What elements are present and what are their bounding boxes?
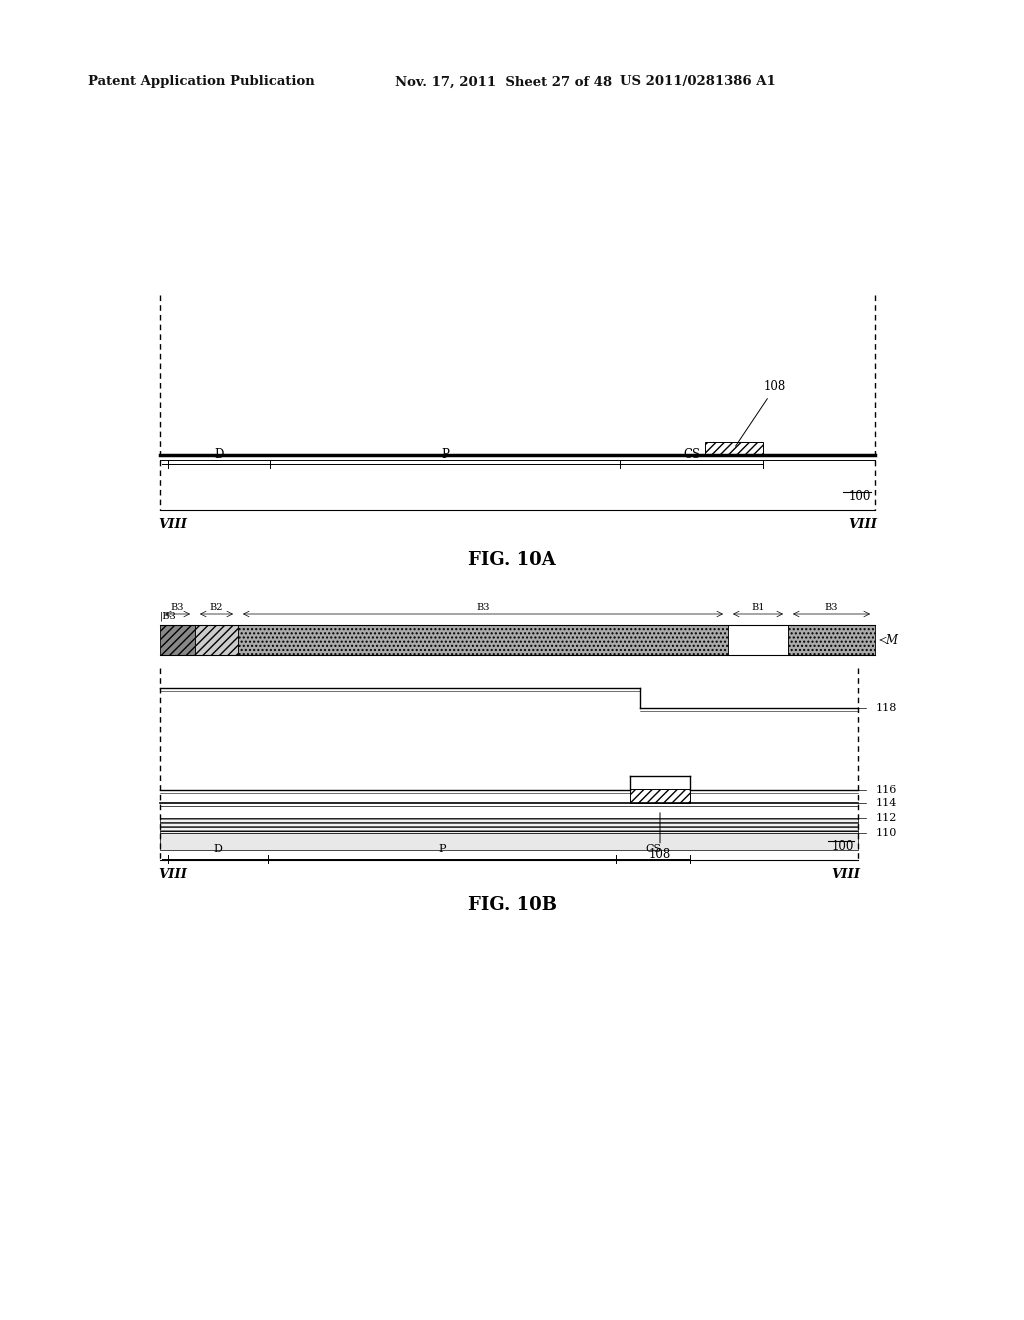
Text: FIG. 10B: FIG. 10B bbox=[468, 896, 556, 913]
Text: B3: B3 bbox=[171, 602, 184, 611]
Text: FIG. 10A: FIG. 10A bbox=[468, 550, 556, 569]
Bar bbox=[630, 789, 690, 803]
Bar bbox=[788, 624, 874, 655]
Text: VIII: VIII bbox=[848, 519, 877, 532]
Text: US 2011/0281386 A1: US 2011/0281386 A1 bbox=[620, 75, 776, 88]
Bar bbox=[160, 833, 858, 850]
Text: Nov. 17, 2011  Sheet 27 of 48: Nov. 17, 2011 Sheet 27 of 48 bbox=[395, 75, 612, 88]
Text: D: D bbox=[214, 447, 223, 461]
Text: VIII: VIII bbox=[158, 869, 187, 882]
Bar bbox=[195, 624, 238, 655]
Text: 100: 100 bbox=[849, 490, 871, 503]
Text: P: P bbox=[438, 843, 445, 854]
Bar bbox=[705, 442, 763, 455]
Text: |B3: |B3 bbox=[160, 611, 177, 620]
Text: 110: 110 bbox=[876, 828, 897, 838]
Bar bbox=[160, 818, 858, 833]
Bar bbox=[238, 624, 728, 655]
Text: D: D bbox=[214, 843, 222, 854]
Text: VIII: VIII bbox=[158, 519, 187, 532]
Text: 108: 108 bbox=[649, 813, 671, 862]
Text: B2: B2 bbox=[210, 602, 223, 611]
Bar bbox=[728, 624, 788, 655]
Text: CS: CS bbox=[683, 447, 700, 461]
Text: P: P bbox=[441, 447, 449, 461]
Text: B3: B3 bbox=[824, 602, 839, 611]
Text: 112: 112 bbox=[876, 813, 897, 822]
Text: B3: B3 bbox=[476, 602, 489, 611]
Text: CS: CS bbox=[645, 843, 662, 854]
Text: VIII: VIII bbox=[831, 869, 860, 882]
Text: Patent Application Publication: Patent Application Publication bbox=[88, 75, 314, 88]
Text: 118: 118 bbox=[876, 704, 897, 713]
Text: M: M bbox=[885, 634, 897, 647]
Text: B1: B1 bbox=[752, 602, 765, 611]
Text: 100: 100 bbox=[831, 840, 854, 853]
Text: 116: 116 bbox=[876, 785, 897, 795]
Text: 114: 114 bbox=[876, 799, 897, 808]
Bar bbox=[160, 624, 195, 655]
Text: 108: 108 bbox=[735, 380, 786, 446]
